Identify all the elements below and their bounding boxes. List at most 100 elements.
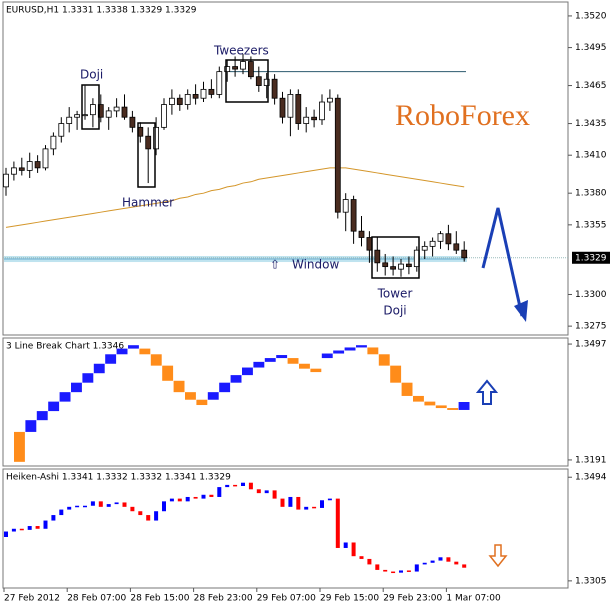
ha-body <box>130 506 135 512</box>
ha-body <box>233 484 238 487</box>
brick <box>424 401 436 406</box>
ha-body <box>51 515 56 521</box>
candle-body <box>374 249 381 264</box>
candle-body <box>42 148 49 169</box>
ha-body <box>438 557 443 561</box>
main-panel <box>2 1 569 336</box>
ha-body <box>98 501 103 507</box>
candle-body <box>184 94 191 105</box>
candle-body <box>26 161 33 171</box>
brick <box>36 411 48 421</box>
brick <box>25 420 37 432</box>
ha-body <box>446 557 451 562</box>
candle-body <box>405 263 412 268</box>
brick <box>401 382 413 396</box>
candle-body <box>382 262 389 268</box>
candle-body <box>121 106 128 118</box>
linebreak-panel <box>2 337 569 467</box>
candle-body <box>319 101 325 121</box>
x-tick-label: 28 Feb 15:00 <box>130 594 189 604</box>
candle-body <box>208 88 215 95</box>
marks: 1.3520 1.3495 1.3465 1.3435 1.3410 1.3380 1.33… <box>3 11 610 604</box>
x-tick-label: 29 Feb 23:00 <box>383 594 442 604</box>
ha-body <box>383 569 388 572</box>
candle-body <box>192 94 199 99</box>
ha-body <box>272 490 277 499</box>
candle-body <box>224 66 231 73</box>
candle-body <box>90 104 96 116</box>
y-tick-label: 1.3355 <box>575 220 607 230</box>
candle-body <box>168 97 175 105</box>
candle-body <box>303 116 310 124</box>
ha-body <box>462 564 467 568</box>
brick <box>287 358 299 364</box>
candle-body <box>161 104 167 128</box>
x-tick-label: 29 Feb 15:00 <box>320 594 379 604</box>
ha-body <box>335 498 340 548</box>
brick <box>253 361 265 368</box>
x-tick-label: 28 Feb 07:00 <box>67 594 126 604</box>
brick <box>378 354 390 366</box>
brick <box>185 392 196 400</box>
brick <box>447 408 459 410</box>
annotation: Doji <box>383 304 406 318</box>
ha-body <box>367 558 372 565</box>
ha-body <box>146 515 151 521</box>
ha-body <box>35 526 40 529</box>
candle-body <box>50 135 57 150</box>
candle-body <box>240 61 246 70</box>
brand: RoboForex <box>395 99 530 132</box>
last-price-box <box>572 251 610 264</box>
y-tick-label: 1.3495 <box>575 43 607 53</box>
ha-body <box>67 506 72 510</box>
ha-body <box>225 484 230 488</box>
moving-average <box>5 167 465 228</box>
x-tick-label: 27 Feb 2012 <box>4 594 60 604</box>
ha-body <box>138 511 143 516</box>
ha-body <box>391 571 396 574</box>
brick <box>344 347 356 351</box>
brick <box>242 367 253 376</box>
y-tick-label: 1.3191 <box>575 455 607 465</box>
ha-body <box>241 482 245 486</box>
annotation: Window <box>292 258 340 272</box>
brick <box>321 353 333 359</box>
ha-body <box>454 561 459 565</box>
candle-body <box>3 173 9 188</box>
ha-body <box>162 501 166 512</box>
y-tick-label: 1.3380 <box>575 189 607 199</box>
candle-body <box>263 78 270 86</box>
candle-body <box>366 237 373 251</box>
ha-body <box>430 560 435 563</box>
candle-body <box>445 233 452 245</box>
y-tick-label: 1.3305 <box>575 576 607 586</box>
ha-body <box>185 496 190 502</box>
ha-body <box>59 509 64 516</box>
brick <box>435 405 447 409</box>
brick <box>128 345 139 349</box>
candle-body <box>287 94 294 118</box>
ha-body <box>343 542 348 548</box>
brick <box>82 373 94 383</box>
brick <box>150 354 162 366</box>
candle-body <box>350 199 357 232</box>
ha-body <box>288 496 293 507</box>
brick <box>413 395 424 402</box>
candle-body <box>453 243 460 251</box>
ha-body <box>327 498 332 501</box>
ha-body <box>312 506 317 509</box>
ha-body <box>422 562 427 565</box>
x-tick-label: 28 Feb 23:00 <box>194 594 253 604</box>
last-price-label: 1.3329 <box>575 253 607 263</box>
brick <box>299 363 310 369</box>
ha-body <box>106 504 111 507</box>
candle-body <box>326 97 333 103</box>
ha-body <box>359 556 364 559</box>
candle-body <box>82 114 88 117</box>
tweezers-box <box>225 59 269 103</box>
candle-body <box>437 233 444 242</box>
annotation: Tower <box>377 287 413 301</box>
hammer-box <box>137 122 156 188</box>
forecast-arrow <box>481 207 524 317</box>
ha-body <box>4 531 8 537</box>
